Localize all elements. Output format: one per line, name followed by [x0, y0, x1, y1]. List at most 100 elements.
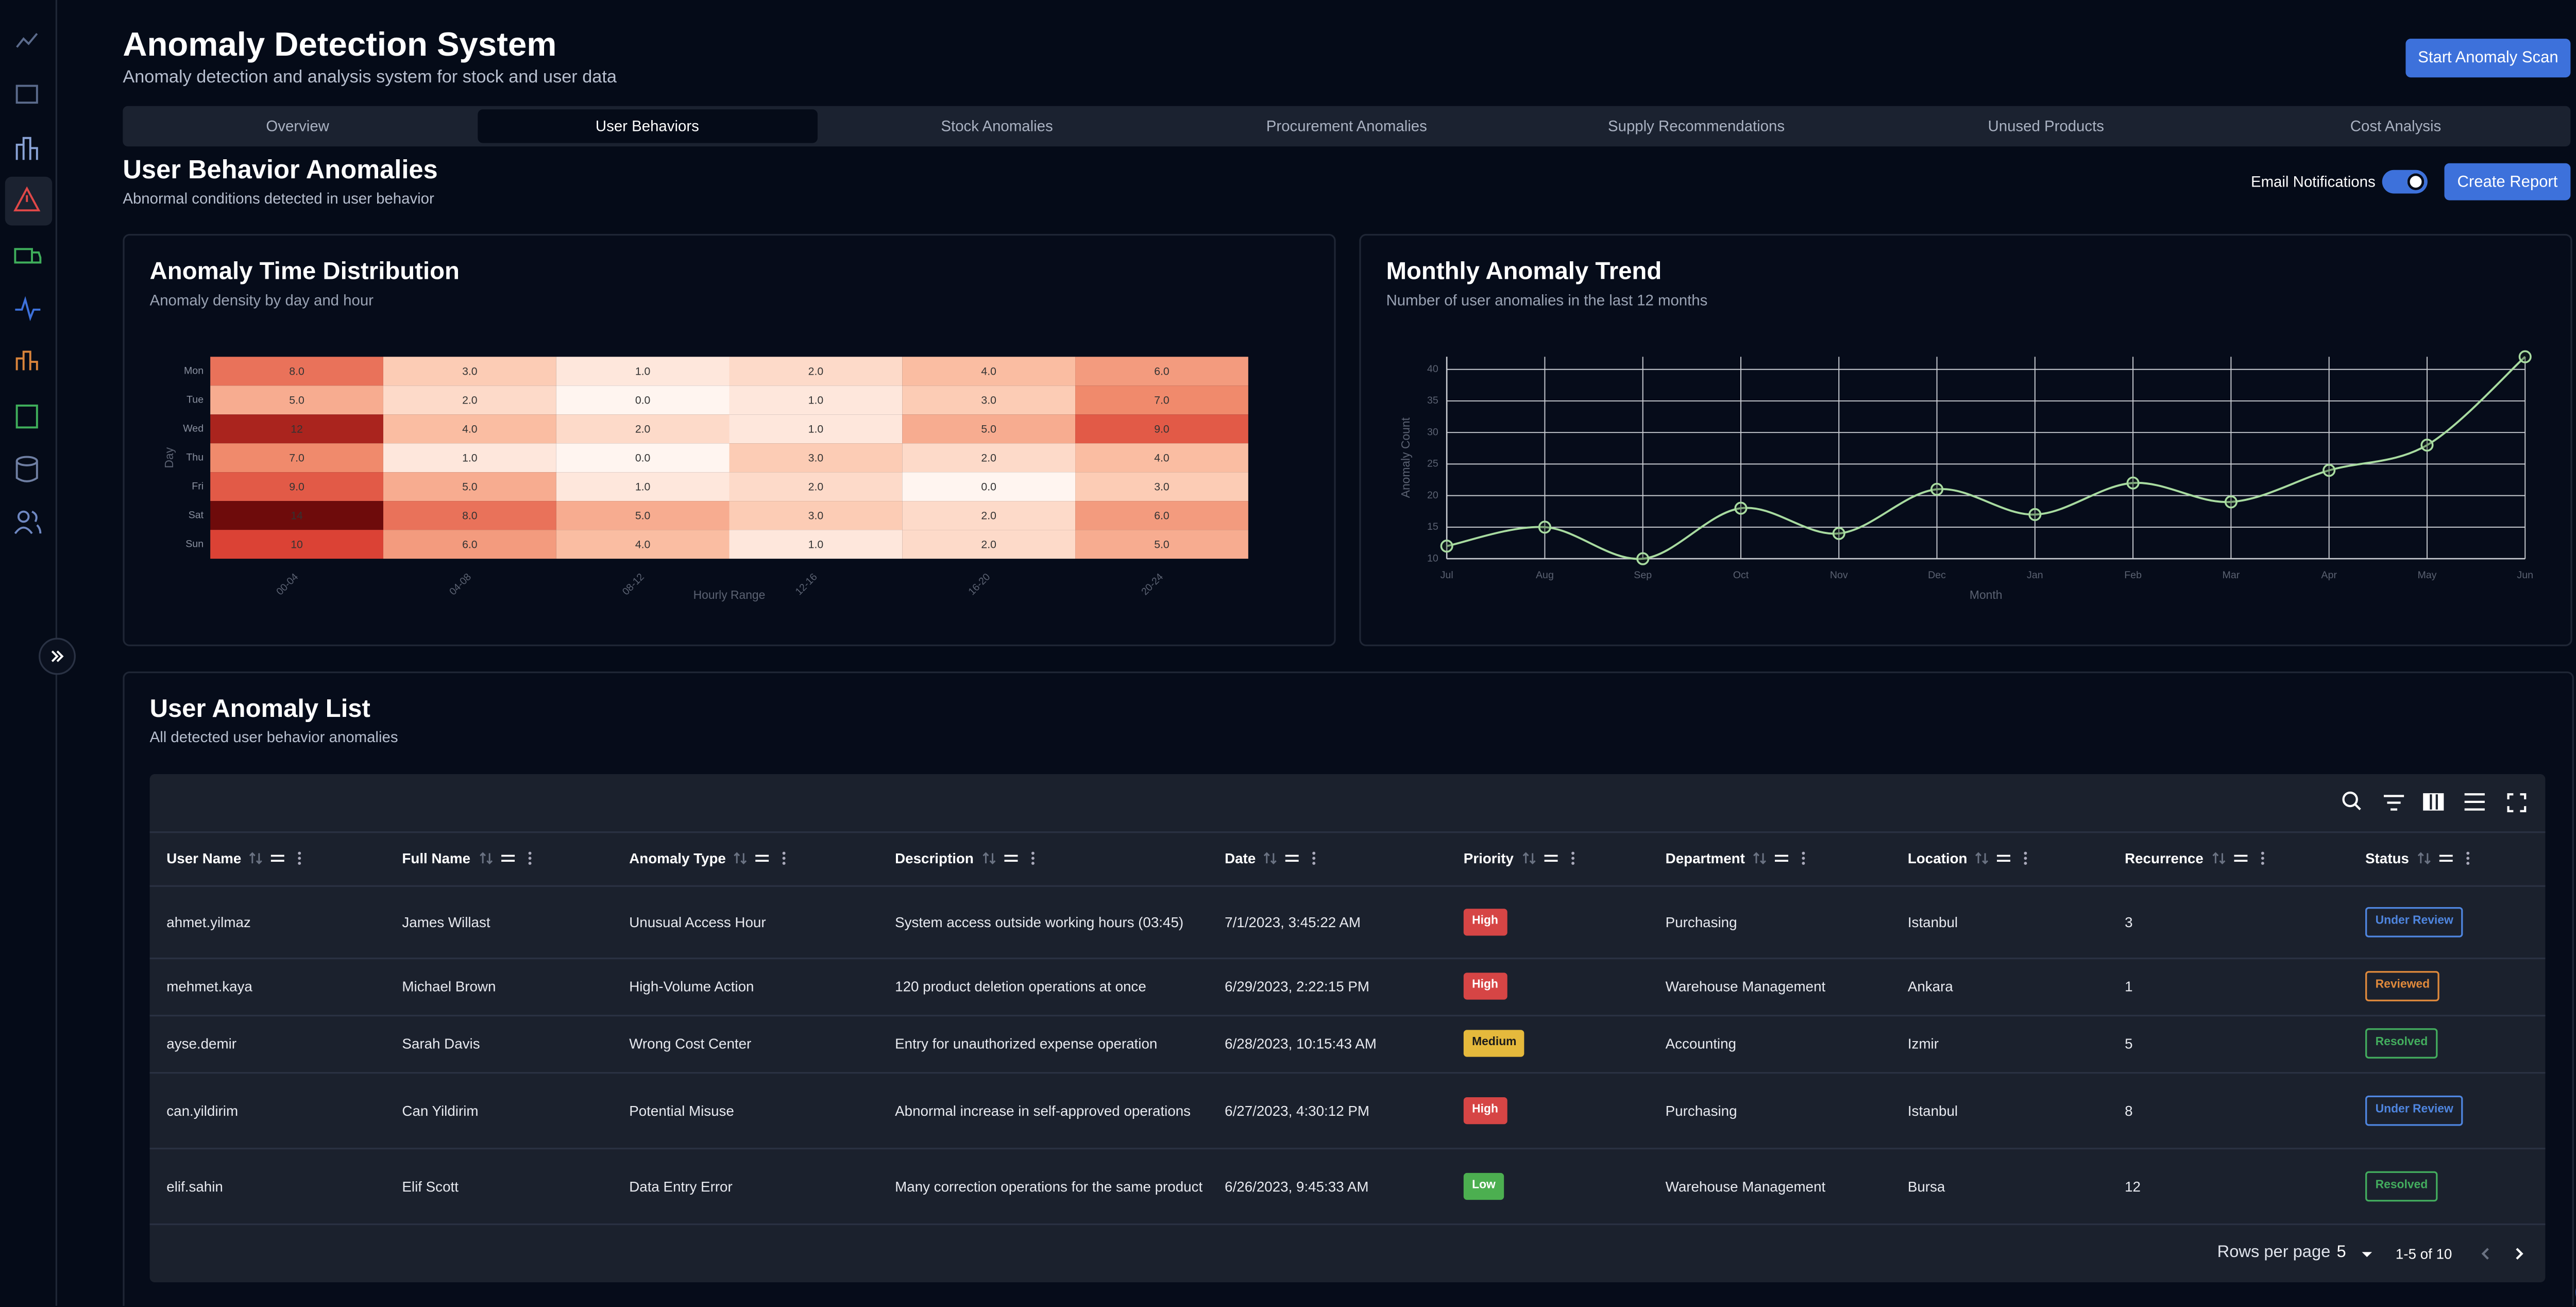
sort-icon[interactable] — [2417, 850, 2431, 867]
sort-icon[interactable] — [1264, 850, 1278, 867]
density-icon[interactable] — [2464, 793, 2485, 811]
menu-icon[interactable] — [1286, 850, 1300, 867]
menu-icon[interactable] — [1775, 850, 1789, 867]
menu-icon[interactable] — [1544, 850, 1557, 867]
menu-icon[interactable] — [2439, 850, 2453, 867]
prev-page[interactable] — [2481, 1248, 2489, 1260]
department-text: Accounting — [1665, 1035, 1736, 1052]
table: User Name Full Name Anomaly Type Descriptio… — [149, 774, 2546, 1283]
table-cell: Potential Misuse — [629, 1072, 882, 1148]
sort-icon[interactable] — [1753, 850, 1767, 867]
icon-calc[interactable] — [15, 404, 38, 429]
tab[interactable]: Procurement Anomalies — [1266, 118, 1427, 135]
kebab-icon[interactable] — [1566, 850, 1579, 867]
priority-badge: Low — [1463, 1172, 1504, 1199]
type-text: Wrong Cost Center — [629, 1035, 752, 1052]
tab[interactable]: Cost Analysis — [2350, 118, 2442, 135]
start-scan-button[interactable]: Start Anomaly Scan — [2405, 39, 2571, 78]
kebab-icon[interactable] — [778, 850, 791, 867]
table-cell: Michael Brown — [402, 958, 620, 1015]
column-header: Date — [1225, 831, 1321, 885]
heatmap-card — [123, 233, 1336, 646]
toggle-knob — [2407, 173, 2425, 190]
icon-alert[interactable] — [13, 186, 41, 212]
date-text: 6/26/2023, 9:45:33 AM — [1225, 1177, 1369, 1194]
priority-badge: Medium — [1463, 1030, 1525, 1057]
menu-icon[interactable] — [500, 850, 514, 867]
table-cell: Unusual Access Hour — [629, 885, 882, 958]
table-cell: Under Review — [2365, 885, 2534, 958]
kebab-icon[interactable] — [294, 850, 307, 867]
icon-activity[interactable] — [15, 296, 41, 322]
table-cell: ahmet.yilmaz — [166, 885, 385, 958]
recurrence-text: 5 — [2125, 1035, 2133, 1052]
rows-per-page[interactable]: 5 — [2336, 1244, 2346, 1262]
table-cell: Istanbul — [1908, 1072, 2110, 1148]
tab[interactable]: Supply Recommendations — [1608, 118, 1785, 135]
description-text: Many correction operations for the same … — [895, 1177, 1203, 1194]
page-subtitle: Anomaly detection and analysis system fo… — [123, 67, 617, 88]
create-report-button[interactable]: Create Report — [2444, 163, 2571, 200]
sort-icon[interactable] — [1522, 850, 1535, 867]
menu-icon[interactable] — [756, 850, 770, 867]
sort-icon[interactable] — [1976, 850, 1989, 867]
table-cell: can.yildirim — [166, 1072, 385, 1148]
user-text: ayse.demir — [166, 1035, 237, 1052]
kebab-icon[interactable] — [1026, 850, 1039, 867]
table-cell: 6/26/2023, 9:45:33 AM — [1225, 1148, 1460, 1224]
list-title: User Anomaly List — [149, 695, 370, 724]
columns-icon[interactable] — [2423, 793, 2444, 811]
sort-icon[interactable] — [479, 850, 492, 867]
rows-caret[interactable] — [2362, 1252, 2372, 1258]
column-header-label: Recurrence — [2125, 849, 2204, 867]
tab[interactable]: Stock Anomalies — [941, 118, 1053, 135]
kebab-icon[interactable] — [1797, 850, 1810, 867]
department-text: Purchasing — [1665, 913, 1737, 930]
sort-icon[interactable] — [734, 850, 748, 867]
column-header-label: Department — [1665, 849, 1745, 867]
icon-truck[interactable] — [14, 248, 42, 264]
icon-chart[interactable] — [15, 137, 38, 160]
kebab-icon[interactable] — [1308, 850, 1321, 867]
table-cell: 7/1/2023, 3:45:22 AM — [1225, 885, 1460, 958]
sort-icon[interactable] — [250, 850, 263, 867]
row-border — [149, 957, 2546, 960]
rows-per-page-label: Rows per page — [2217, 1244, 2331, 1262]
icon-trend[interactable] — [16, 33, 38, 48]
search-icon[interactable] — [2342, 791, 2361, 811]
kebab-icon[interactable] — [2461, 850, 2475, 867]
menu-icon[interactable] — [1997, 850, 2011, 867]
tab[interactable]: Overview — [266, 118, 329, 135]
toggle-label: Email Notifications — [2250, 173, 2376, 190]
tab[interactable]: User Behaviors — [477, 109, 817, 143]
sort-icon[interactable] — [982, 850, 995, 867]
filter-icon[interactable] — [2383, 795, 2404, 811]
expand-button[interactable] — [39, 638, 76, 675]
recurrence-text: 3 — [2125, 913, 2133, 930]
kebab-icon[interactable] — [2256, 850, 2269, 867]
email-toggle[interactable] — [2382, 170, 2428, 194]
kebab-icon[interactable] — [2020, 850, 2033, 867]
recurrence-text: 8 — [2125, 1101, 2133, 1118]
table-cell: elif.sahin — [166, 1148, 385, 1224]
sort-icon[interactable] — [2212, 850, 2225, 867]
icon-db[interactable] — [15, 456, 38, 466]
table-cell: Data Entry Error — [629, 1148, 882, 1224]
column-header-label: Description — [895, 849, 974, 867]
table-cell: Ankara — [1908, 958, 2110, 1015]
location-text: Bursa — [1907, 1177, 1945, 1194]
tab[interactable]: Unused Products — [1988, 118, 2104, 135]
priority-badge: High — [1463, 908, 1507, 935]
menu-icon[interactable] — [1004, 850, 1018, 867]
icon-bars[interactable] — [15, 350, 38, 371]
menu-icon[interactable] — [2233, 850, 2247, 867]
fullscreen-icon[interactable] — [2507, 793, 2527, 812]
menu-icon[interactable] — [272, 850, 285, 867]
icon-users[interactable] — [17, 510, 30, 523]
icon-warehouse[interactable] — [15, 85, 38, 104]
pager-controls — [2362, 1248, 2523, 1260]
status-badge: Resolved — [2365, 1170, 2438, 1201]
kebab-icon[interactable] — [522, 850, 536, 867]
next-page[interactable] — [2516, 1248, 2523, 1260]
row-border — [149, 1223, 2546, 1226]
